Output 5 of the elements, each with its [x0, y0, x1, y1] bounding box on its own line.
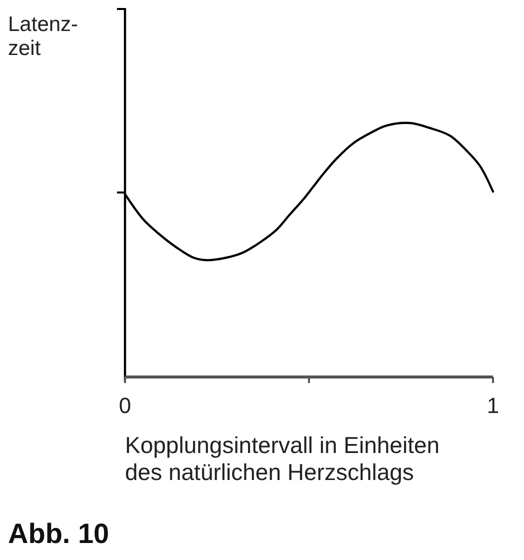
- x-axis-title: Kopplungsintervall in Einheiten des natürlichen Herzschlags: [125, 432, 440, 485]
- x-tick-label: 1: [486, 393, 500, 418]
- y-axis-title: Latenz- zeit: [8, 13, 78, 60]
- x-tick-label: 0: [118, 393, 132, 418]
- caption: Abb. 10: [8, 518, 110, 549]
